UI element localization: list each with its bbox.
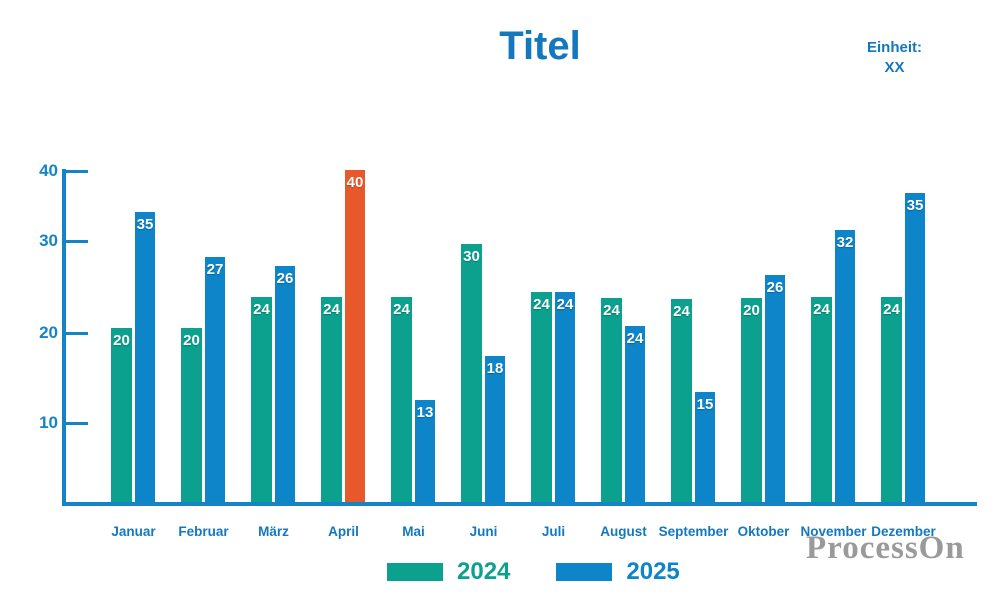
bar-2024-mai: 24: [391, 297, 412, 506]
bar-value-label: 32: [836, 234, 854, 251]
chart-title: Titel: [499, 24, 581, 68]
bar-2024-oktober: 20: [741, 298, 762, 506]
x-axis-line: [62, 502, 977, 506]
bar-2024-dezember: 24: [881, 297, 902, 506]
bar-2025-marz: 26: [275, 266, 295, 506]
bar-2025-mai: 13: [415, 400, 435, 506]
bar-2024-januar: 20: [111, 328, 132, 506]
legend-item-2024: 2024: [387, 560, 510, 584]
bar-value-label: 35: [136, 216, 154, 233]
y-axis-tick-label: 30: [39, 231, 58, 250]
bar-2024-august: 24: [601, 298, 622, 506]
bar-2025-juni: 18: [485, 356, 505, 506]
x-axis-label-dezember: Dezember: [871, 524, 936, 539]
bar-value-label: 40: [346, 174, 364, 191]
bar-2024-november: 24: [811, 297, 832, 506]
y-axis-tick: [66, 170, 88, 173]
bar-2025-oktober: 26: [765, 275, 785, 506]
bar-value-label: 20: [743, 302, 760, 319]
x-axis-label-mai: Mai: [402, 524, 425, 539]
bar-value-label: 35: [906, 197, 924, 214]
bar-value-label: 24: [883, 301, 900, 318]
x-axis-label-juli: Juli: [541, 524, 566, 539]
bar-value-label: 18: [486, 360, 504, 377]
x-axis-label-marz: März: [258, 524, 289, 539]
y-axis-tick-label: 40: [39, 161, 58, 180]
chart-legend: 2024 2025: [387, 560, 680, 584]
bar-2025-januar: 35: [135, 212, 155, 506]
bar-value-label: 15: [696, 396, 714, 413]
y-axis-tick-label: 10: [39, 413, 58, 432]
bar-value-label: 20: [183, 332, 200, 349]
x-axis-label-august: August: [600, 524, 647, 539]
x-axis-label-juni: Juni: [469, 524, 498, 539]
bar-2025-september: 15: [695, 392, 715, 506]
unit-note: Einheit: XX: [842, 38, 947, 78]
y-axis-tick: [66, 240, 88, 243]
legend-swatch-2025: [556, 563, 613, 581]
bar-value-label: 30: [463, 248, 480, 265]
bar-2025-juli: 24: [555, 292, 575, 506]
legend-item-2025: 2025: [556, 558, 680, 585]
bar-value-label: 27: [206, 261, 224, 278]
bar-value-label: 24: [393, 301, 410, 318]
bar-2025-februar: 27: [205, 257, 225, 506]
legend-label: 2025: [626, 558, 680, 585]
x-axis-label-oktober: Oktober: [737, 524, 790, 539]
bar-value-label: 24: [626, 330, 644, 347]
bar-value-label: 24: [253, 301, 270, 318]
bar-value-label: 24: [673, 303, 690, 320]
bar-2024-september: 24: [671, 299, 692, 506]
bar-2024-marz: 24: [251, 297, 272, 506]
legend-swatch-2024: [387, 563, 443, 581]
x-axis-label-november: November: [800, 524, 867, 539]
bar-value-label: 13: [416, 404, 434, 421]
y-axis-tick-label: 20: [39, 323, 58, 342]
bar-2025-august: 24: [625, 326, 645, 506]
y-axis-line: [62, 169, 66, 506]
x-axis-label-februar: Februar: [178, 524, 229, 539]
x-axis-label-april: April: [328, 524, 359, 539]
bar-value-label: 24: [603, 302, 620, 319]
bar-2025-november: 32: [835, 230, 855, 506]
bar-value-label: 24: [556, 296, 574, 313]
y-axis-tick: [66, 332, 88, 335]
bar-2024-april: 24: [321, 297, 342, 506]
bar-value-label: 26: [766, 279, 784, 296]
bar-2025-april-highlight: 40: [345, 170, 365, 506]
bar-2025-dezember: 35: [905, 193, 925, 506]
y-axis-tick: [66, 422, 88, 425]
legend-label: 2024: [457, 558, 511, 585]
bar-value-label: 26: [276, 270, 294, 287]
unit-label: Einheit:: [867, 39, 922, 56]
bar-value-label: 24: [533, 296, 550, 313]
bar-value-label: 24: [323, 301, 340, 318]
x-axis-label-september: September: [658, 524, 729, 539]
processon-watermark: ProcessOn: [806, 530, 965, 566]
unit-value: XX: [884, 59, 905, 76]
bar-2024-juli: 24: [531, 292, 552, 506]
bar-2024-februar: 20: [181, 328, 202, 506]
x-axis-label-januar: Januar: [111, 524, 156, 539]
bar-value-label: 24: [813, 301, 830, 318]
bar-value-label: 20: [113, 332, 130, 349]
bar-2024-juni: 30: [461, 244, 482, 506]
